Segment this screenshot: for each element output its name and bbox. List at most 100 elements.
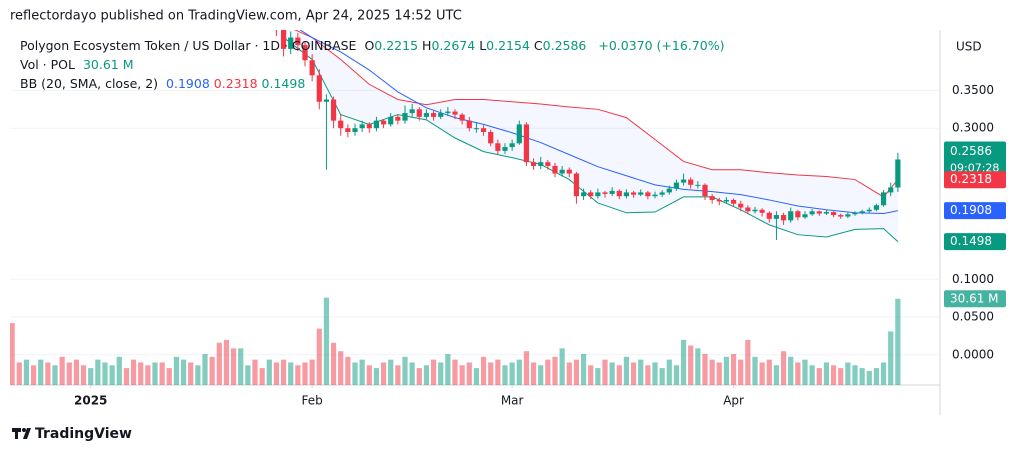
volume-bar [416, 368, 422, 385]
bb-values: 0.1908 0.2318 0.1498 [166, 76, 309, 91]
bb-upper [294, 30, 899, 198]
volume-bar [709, 359, 715, 385]
volume-bar [59, 356, 65, 385]
volume-bar [316, 328, 322, 385]
volume-bar [273, 362, 280, 385]
bb-tag [944, 233, 1006, 251]
volume-bar [159, 362, 165, 385]
candle-body [823, 212, 830, 214]
candle-body [74, 0, 79, 7]
volume-bar [795, 362, 801, 385]
volume-bar [473, 368, 480, 385]
volume-bar [745, 339, 751, 385]
volume-bar [873, 368, 880, 385]
volume-bar [666, 359, 672, 385]
candle-body [609, 190, 615, 194]
volume-bar [338, 351, 344, 385]
volume-bar [716, 362, 722, 385]
volume-bar [630, 362, 637, 385]
volume-bar [16, 362, 22, 385]
candle-body [488, 131, 494, 144]
volume-bar [23, 359, 30, 385]
volume-bar [502, 365, 508, 385]
x-tick-label: 2025 [74, 394, 107, 408]
volume-bar [402, 356, 408, 385]
volume-bar [45, 362, 51, 385]
candle-body [880, 192, 887, 206]
legend-line: Polygon Ecosystem Token / US Dollar · 1D… [20, 38, 728, 53]
ohlc-value: 0.2586 [542, 38, 587, 53]
bb-tag-label: 0.1498 [950, 234, 992, 248]
volume-bar [266, 359, 272, 385]
candle-body [309, 60, 315, 76]
candle-body [695, 184, 701, 186]
volume-bar [188, 362, 194, 385]
volume-bar [609, 362, 615, 385]
volume-bar [252, 359, 258, 385]
candle-body [795, 211, 801, 218]
volume-bar [580, 354, 587, 385]
candle-body [845, 214, 851, 217]
candle-body [830, 212, 837, 216]
legend-line: BB (20, SMA, close, 2) 0.1908 0.2318 0.149… [20, 76, 313, 91]
bb-tag-label: 0.2318 [950, 172, 992, 186]
volume-bar [680, 339, 687, 385]
volume-bar [723, 356, 730, 385]
volume-bar [545, 359, 551, 385]
price-tag [944, 141, 1006, 178]
candle-body [352, 128, 358, 132]
candle-body [773, 215, 780, 219]
volume-bar [509, 362, 515, 385]
ohlc-legend: O0.2215 H0.2674 L0.2154 C0.2586 [364, 38, 590, 53]
volume-bar [10, 323, 15, 385]
candle-body [895, 159, 901, 188]
candle-body [438, 113, 444, 117]
x-tick-label: Apr [723, 394, 744, 408]
axes: 0.3500 0.3000 0.1000 0.0500 0.0000 2025 Feb Mar… [74, 83, 1006, 408]
candle-body [302, 45, 308, 61]
volume-bar [173, 356, 180, 385]
bb-tag [944, 202, 1006, 220]
candle-body [395, 116, 401, 121]
candle-body [380, 120, 387, 125]
volume-bar [459, 365, 465, 385]
volume-bar [452, 359, 458, 385]
candle-body [188, 0, 193, 7]
candle-body [873, 205, 880, 210]
candle-body [709, 196, 715, 200]
candle-body [809, 211, 815, 215]
ohlc-value: 0.2674 [431, 38, 476, 53]
volume-bar [880, 362, 887, 385]
volume-bar [438, 362, 444, 385]
volume-bar [180, 359, 187, 385]
ohlc-key: C [533, 38, 543, 53]
candle-body [373, 120, 380, 129]
x-tick-label: Feb [302, 394, 323, 408]
volume-bar [66, 362, 72, 385]
candle-body [588, 192, 594, 197]
volume-bar [702, 354, 708, 385]
y-tick-label: 0.3000 [952, 121, 994, 135]
volume-bar [366, 365, 372, 385]
volume-bar [80, 365, 87, 385]
y-tick-label: 0.0000 [952, 347, 994, 361]
candle-body [652, 194, 658, 197]
candle-body [495, 143, 501, 151]
volume-bar [588, 365, 594, 385]
currency: USD [956, 40, 982, 54]
candle-body [780, 215, 787, 221]
volume-bar [495, 359, 501, 385]
candle-body [716, 199, 722, 202]
volume-bar [830, 365, 837, 385]
volume-bar [566, 362, 572, 385]
candle-body [623, 192, 630, 197]
candle-body [630, 192, 637, 195]
candle-body [402, 113, 408, 121]
ohlc-value: 0.2215 [374, 38, 419, 53]
candle-body [645, 192, 651, 197]
candle-body [688, 179, 694, 185]
candle-body [738, 203, 744, 208]
candle-body [359, 124, 365, 129]
volume-bar [73, 359, 80, 385]
candle-body [752, 209, 758, 212]
